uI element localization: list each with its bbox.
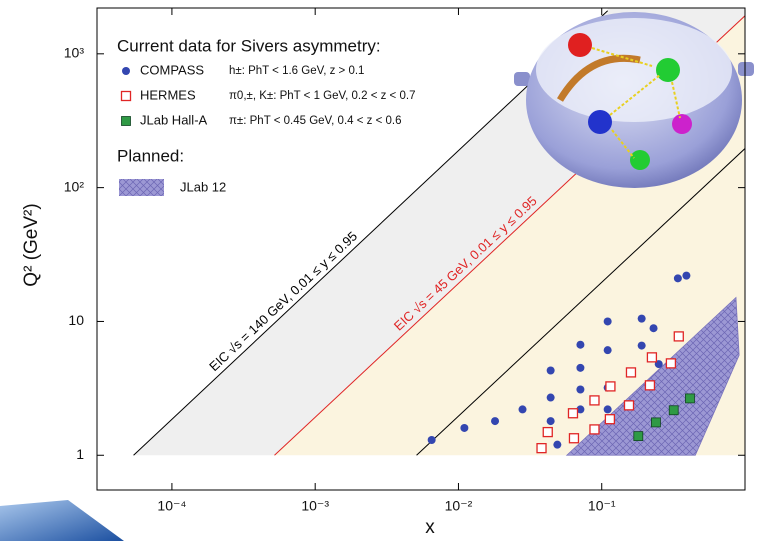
legend-title: Current data for Sivers asymmetry: — [117, 36, 381, 55]
data-point — [644, 380, 656, 391]
data-point — [546, 417, 555, 426]
data-point — [536, 443, 547, 454]
legend-note: h±: PhT < 1.6 GeV, z > 0.1 — [229, 65, 364, 77]
y-tick-label: 10 — [68, 312, 84, 328]
data-point — [682, 271, 691, 280]
legend-note: π0,±, K±: PhT < 1 GeV, 0.2 < z < 0.7 — [229, 90, 415, 102]
legend-marker — [122, 67, 130, 75]
data-point — [546, 366, 555, 375]
data-point — [603, 346, 612, 355]
legend-label: JLab 12 — [180, 179, 226, 194]
legend-marker — [120, 90, 132, 102]
data-point — [623, 400, 635, 411]
data-point — [589, 395, 600, 406]
data-point — [637, 314, 646, 323]
data-point — [668, 405, 679, 416]
data-point — [665, 358, 677, 369]
decor-arrow — [0, 500, 124, 541]
data-point — [673, 331, 684, 342]
data-point — [518, 405, 527, 414]
plot-frame — [96, 7, 746, 491]
legend-label: JLab Hall-A — [140, 112, 208, 127]
kinematic-line — [416, 148, 745, 456]
data-point — [649, 324, 658, 333]
data-point — [589, 424, 600, 435]
data-point — [568, 433, 580, 444]
data-point — [427, 436, 436, 445]
data-point — [646, 352, 658, 363]
data-point — [685, 393, 695, 404]
data-point — [603, 317, 612, 326]
data-point — [673, 274, 682, 283]
legend-planned: Planned: — [117, 146, 184, 165]
data-point — [637, 341, 646, 350]
x-tick-label: 10⁻¹ — [588, 498, 616, 514]
legend-label: COMPASS — [140, 62, 204, 77]
y-axis-label: Q² (GeV²) — [21, 203, 42, 286]
y-tick-label: 1 — [76, 446, 84, 462]
data-point — [625, 367, 637, 378]
legend-swatch — [119, 179, 164, 196]
legend-marker — [121, 116, 131, 126]
data-point — [460, 423, 469, 432]
data-point — [576, 363, 585, 372]
data-point — [633, 431, 644, 442]
nucleon-illustration — [514, 12, 754, 188]
data-point — [491, 417, 500, 426]
data-point — [542, 426, 553, 438]
x-axis-label: x — [425, 517, 435, 538]
data-point — [546, 393, 555, 402]
x-tick-label: 10⁻² — [445, 498, 473, 514]
data-point — [576, 405, 585, 414]
data-point — [576, 340, 585, 349]
data-point — [604, 414, 616, 425]
data-point — [553, 440, 562, 449]
y-tick-label: 10³ — [64, 45, 85, 61]
data-point — [605, 381, 616, 392]
y-tick-label: 10² — [64, 178, 85, 194]
data-point — [576, 385, 585, 394]
x-tick-label: 10⁻³ — [301, 498, 329, 514]
legend-note: π±: PhT < 0.45 GeV, 0.4 < z < 0.6 — [229, 115, 401, 127]
data-point — [651, 417, 661, 428]
data-point — [603, 405, 612, 414]
x-tick-label: 10⁻⁴ — [157, 498, 186, 514]
data-point — [567, 408, 579, 419]
legend-label: HERMES — [140, 87, 196, 102]
